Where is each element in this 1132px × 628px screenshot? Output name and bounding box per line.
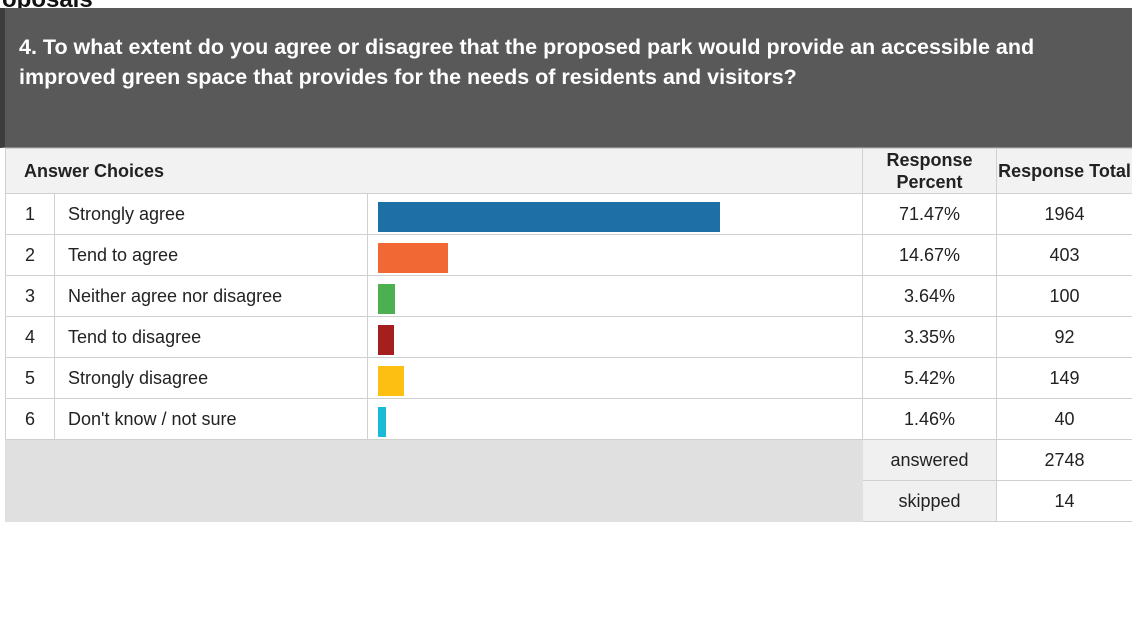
percent-label: 5.42% (862, 357, 997, 399)
row-number: 2 (5, 234, 55, 276)
summary-blank (5, 439, 863, 522)
table-row: 2 Tend to agree 14.67% 403 (5, 234, 1132, 276)
skipped-row: skipped 14 (6, 480, 1132, 522)
percent-label: 1.46% (862, 398, 997, 440)
row-number: 6 (5, 398, 55, 440)
percent-label: 14.67% (862, 234, 997, 276)
bar-cell (367, 398, 863, 440)
category-label: Tend to agree (54, 234, 368, 276)
skipped-label: skipped (862, 480, 997, 522)
percent-label: 3.35% (862, 316, 997, 358)
total-label: 92 (996, 316, 1132, 358)
table-row: 5 Strongly disagree 5.42% 149 (5, 357, 1132, 399)
table-header-row: Answer Choices Response Percent Response… (5, 148, 1132, 194)
bar-cell (367, 316, 863, 358)
total-label: 149 (996, 357, 1132, 399)
response-percent-header: Response Percent (862, 148, 997, 194)
bar (378, 284, 396, 314)
table-row: 6 Don't know / not sure 1.46% 40 (5, 398, 1132, 440)
bar-cell (367, 357, 863, 399)
bar (378, 325, 394, 355)
table-row: 1 Strongly agree 71.47% 1964 (5, 193, 1132, 235)
total-label: 100 (996, 275, 1132, 317)
bar-cell (367, 275, 863, 317)
bar (378, 366, 404, 396)
bar (378, 243, 449, 273)
category-label: Don't know / not sure (54, 398, 368, 440)
bar (378, 202, 720, 232)
category-label: Neither agree nor disagree (54, 275, 368, 317)
category-label: Tend to disagree (54, 316, 368, 358)
percent-label: 71.47% (862, 193, 997, 235)
answered-label: answered (862, 439, 997, 481)
percent-label: 3.64% (862, 275, 997, 317)
question-header: 4. To what extent do you agree or disagr… (0, 8, 1132, 148)
answer-choices-header: Answer Choices (5, 148, 863, 194)
table-row: 4 Tend to disagree 3.35% 92 (5, 316, 1132, 358)
row-number: 1 (5, 193, 55, 235)
skipped-value: 14 (996, 480, 1132, 522)
bar-cell (367, 193, 863, 235)
table-row: 3 Neither agree nor disagree 3.64% 100 (5, 275, 1132, 317)
results-table: Answer Choices Response Percent Response… (5, 148, 1132, 522)
row-number: 3 (5, 275, 55, 317)
question-text: 4. To what extent do you agree or disagr… (19, 35, 1035, 89)
category-label: Strongly disagree (54, 357, 368, 399)
answered-value: 2748 (996, 439, 1132, 481)
response-total-header: Response Total (996, 148, 1132, 194)
category-label: Strongly agree (54, 193, 368, 235)
section-heading: oposals (2, 0, 93, 12)
answered-row: answered 2748 (5, 439, 1132, 522)
row-number: 5 (5, 357, 55, 399)
bar (378, 407, 386, 437)
total-label: 1964 (996, 193, 1132, 235)
row-number: 4 (5, 316, 55, 358)
total-label: 403 (996, 234, 1132, 276)
total-label: 40 (996, 398, 1132, 440)
bar-cell (367, 234, 863, 276)
